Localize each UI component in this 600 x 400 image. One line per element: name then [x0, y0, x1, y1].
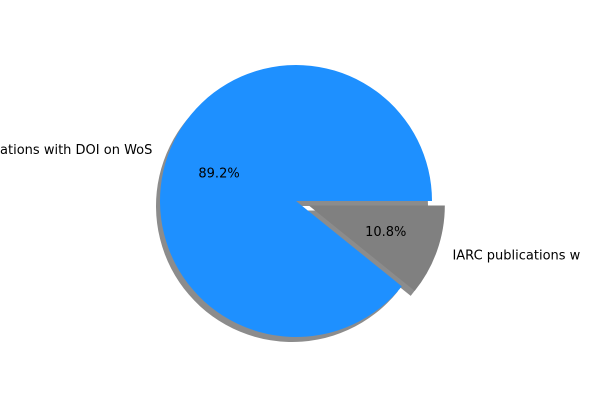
pie-slices: [160, 65, 445, 337]
slice-category-label-0: IARC publications with DOI on WoS: [0, 143, 152, 158]
slice-category-label-1: IARC publications w: [452, 249, 580, 264]
slice-percent-label-1: 10.8%: [365, 225, 406, 240]
slice-percent-label-0: 89.2%: [198, 166, 239, 181]
pie-slice-0: [160, 65, 432, 337]
pie-slice-1: [308, 205, 445, 291]
